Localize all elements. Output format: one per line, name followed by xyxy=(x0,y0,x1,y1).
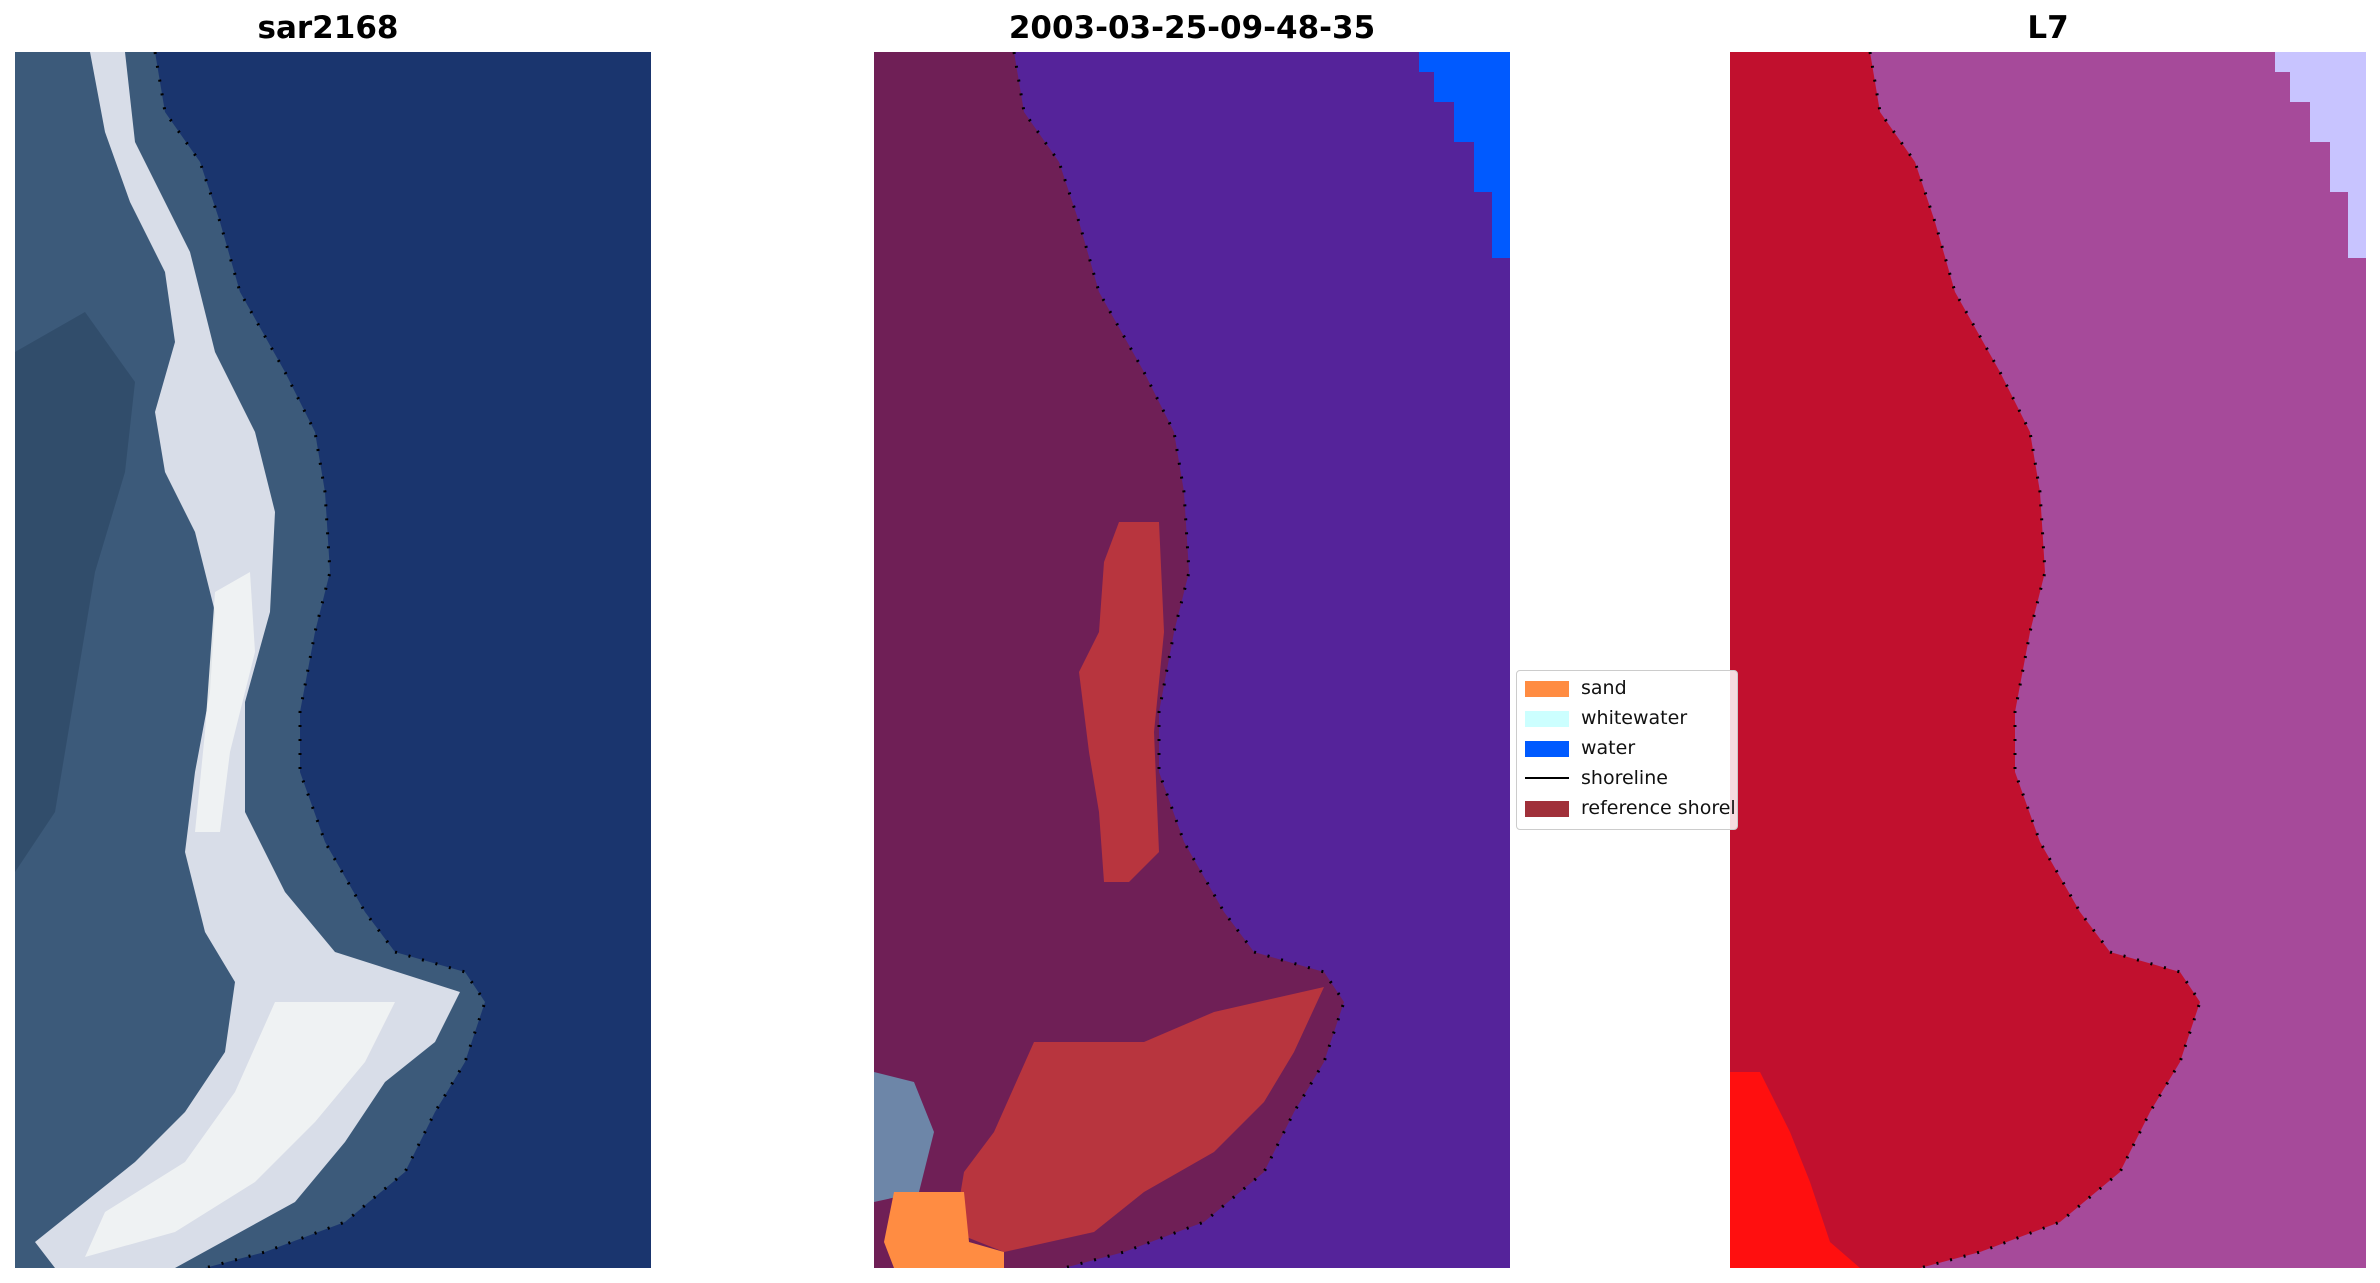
rgb-image-panel xyxy=(15,52,651,1268)
rgb-image xyxy=(15,52,651,1268)
reference-shoreline-class xyxy=(954,522,1324,1252)
grey-land-class xyxy=(874,1072,934,1202)
shoreline-rgb xyxy=(153,52,487,1268)
panel-title-l7: L7 xyxy=(2027,10,2069,46)
l7-corner-area xyxy=(2275,52,2366,258)
legend-swatch-water xyxy=(1525,741,1569,757)
legend-label: shoreline xyxy=(1581,767,1668,789)
shoreline-l7 xyxy=(1868,52,2202,1268)
legend-swatch-whitewater xyxy=(1525,711,1569,727)
legend-label: reference shoreline xyxy=(1581,797,1737,819)
panel-title-classified: 2003-03-25-09-48-35 xyxy=(1008,10,1376,46)
classified-image-panel xyxy=(874,52,1510,1268)
legend: sand whitewater water shoreline referenc… xyxy=(1516,670,1738,830)
legend-line-shoreline xyxy=(1525,777,1569,779)
l7-land-area xyxy=(1730,52,2200,1268)
bright-water-class xyxy=(1419,52,1510,258)
legend-label: whitewater xyxy=(1581,707,1688,729)
l7-image xyxy=(1730,52,2366,1268)
sand-class xyxy=(884,1192,1004,1268)
legend-label: sand xyxy=(1581,677,1627,699)
legend-label: water xyxy=(1581,737,1636,759)
l7-bright-red-area xyxy=(1730,1072,1860,1268)
dark-land-area xyxy=(15,312,135,872)
bright-surf-area xyxy=(85,572,395,1257)
legend-swatch-reference-shoreline xyxy=(1525,801,1569,817)
legend-swatch-sand xyxy=(1525,681,1569,697)
shoreline-classified xyxy=(1012,52,1346,1268)
classified-image xyxy=(874,52,1510,1268)
l7-image-panel xyxy=(1730,52,2366,1268)
panel-title-rgb: sar2168 xyxy=(257,10,399,46)
